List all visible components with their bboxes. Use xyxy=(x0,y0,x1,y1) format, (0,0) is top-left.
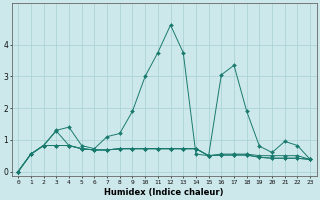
X-axis label: Humidex (Indice chaleur): Humidex (Indice chaleur) xyxy=(104,188,224,197)
